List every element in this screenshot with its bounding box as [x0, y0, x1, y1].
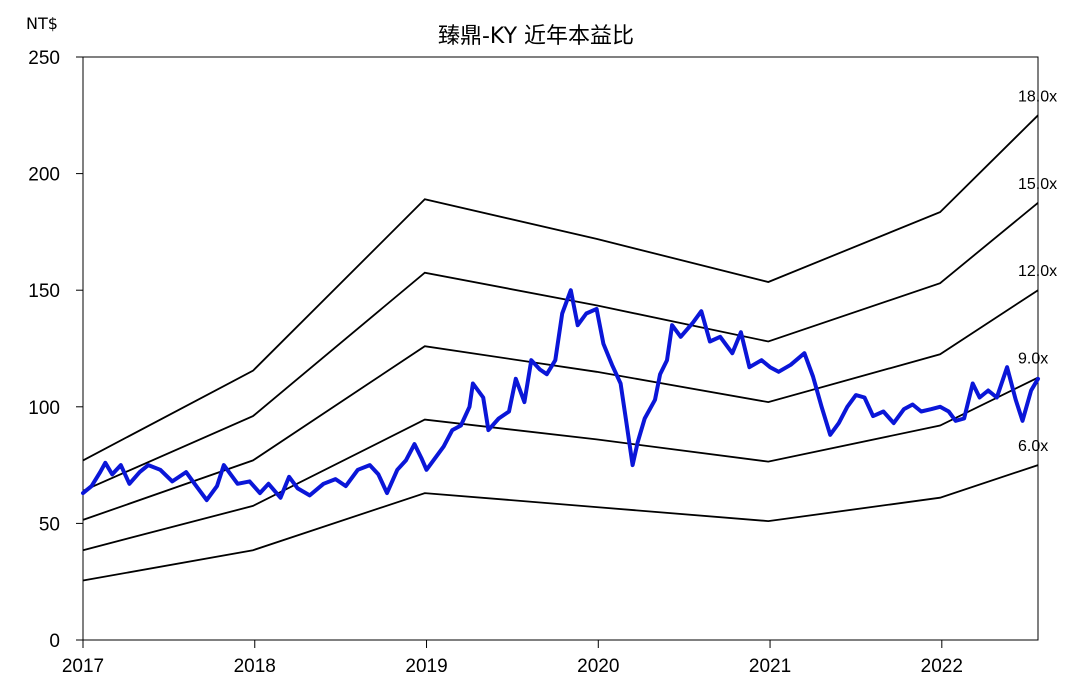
x-tick-label-5: 2022	[921, 656, 963, 677]
pe-band-label-1: 9.0x	[1018, 351, 1048, 368]
x-tick-label-3: 2020	[577, 656, 619, 677]
pe-band-line-4	[82, 114, 1039, 462]
pe-bands	[82, 114, 1039, 582]
y-axis-unit: NT$	[26, 14, 58, 33]
y-tick-label-3: 150	[28, 281, 60, 302]
x-axis: 2017 2018 2019 2020 2021 2022	[62, 640, 963, 677]
pe-band-label-2: 12.0x	[1018, 263, 1057, 280]
pe-band-line-0	[82, 464, 1039, 582]
plot-frame	[82, 56, 1039, 641]
price-line-group	[81, 288, 1040, 503]
x-tick-label-4: 2021	[749, 656, 791, 677]
pe-band-label-4: 18.0x	[1018, 88, 1057, 105]
pe-band-label-0: 6.0x	[1018, 438, 1048, 455]
pe-band-line-1	[82, 376, 1039, 552]
x-tick-label-1: 2018	[234, 656, 276, 677]
pe-band-line-2	[82, 289, 1039, 521]
x-tick-label-2: 2019	[405, 656, 447, 677]
y-tick-label-1: 50	[39, 514, 60, 535]
y-tick-label-0: 0	[49, 631, 60, 652]
x-tick-label-0: 2017	[62, 656, 104, 677]
y-axis: 0 50 100 150 200 250	[28, 48, 83, 652]
price-line	[81, 288, 1040, 503]
y-tick-label-5: 250	[28, 48, 60, 69]
y-tick-label-2: 100	[28, 398, 60, 419]
band-labels: 6.0x 9.0x 12.0x 15.0x 18.0x	[1018, 88, 1057, 455]
chart-title: 臻鼎-KY 近年本益比	[437, 24, 634, 49]
y-tick-label-4: 200	[28, 165, 60, 186]
pe-band-line-3	[82, 202, 1039, 492]
pe-band-label-3: 15.0x	[1018, 176, 1057, 193]
